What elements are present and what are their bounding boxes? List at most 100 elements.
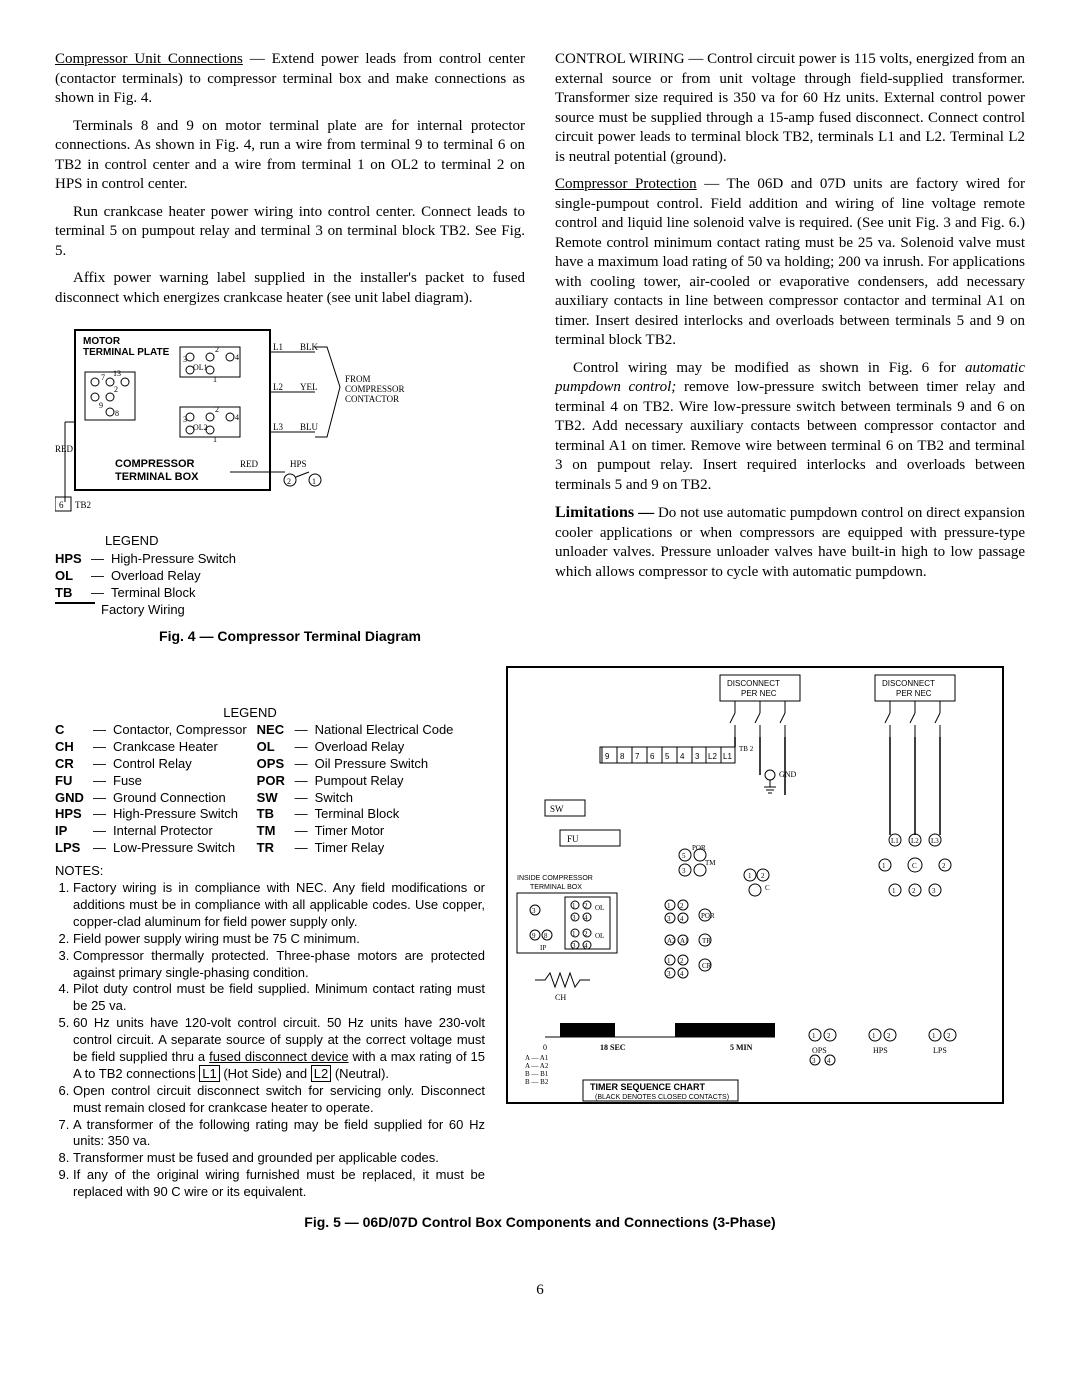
svg-text:L2: L2 [911, 837, 919, 845]
svg-text:POR: POR [701, 912, 715, 920]
svg-text:2: 2 [947, 1032, 951, 1040]
svg-text:1: 1 [932, 1032, 936, 1040]
fig4-caption: Fig. 4 — Compressor Terminal Diagram [55, 627, 525, 645]
svg-text:L2: L2 [708, 752, 717, 761]
fig4-legend: HPS—High-Pressure Switch OL—Overload Rel… [55, 551, 525, 619]
notes-title: NOTES: [55, 863, 485, 880]
dash: — [295, 806, 315, 823]
notes-list: Factory wiring is in compliance with NEC… [55, 880, 485, 1201]
legend-row: C—Contactor, Compressor [55, 722, 247, 739]
svg-text:2: 2 [942, 862, 946, 870]
para-auto-pumpdown: Control wiring may be modified as shown … [555, 359, 1025, 496]
svg-text:TR: TR [702, 937, 711, 945]
legend-row: TB—Terminal Block [257, 806, 454, 823]
fig5-caption: Fig. 5 — 06D/07D Control Box Components … [55, 1213, 1025, 1231]
svg-text:1: 1 [667, 902, 671, 910]
svg-text:5: 5 [665, 752, 670, 761]
desc: Timer Relay [315, 840, 385, 857]
lead-limitations: Limitations — [555, 504, 654, 521]
dash: — [295, 739, 315, 756]
svg-text:2: 2 [287, 477, 291, 486]
svg-text:8: 8 [620, 752, 625, 761]
para-compressor-protection: Compressor Protection — The 06D and 07D … [555, 175, 1025, 351]
svg-text:3: 3 [932, 887, 936, 895]
svg-text:2: 2 [912, 887, 916, 895]
svg-text:3: 3 [572, 914, 576, 922]
svg-text:1: 1 [812, 1032, 816, 1040]
svg-text:3: 3 [183, 355, 187, 364]
boxed-label: L1 [199, 1065, 219, 1082]
svg-text:0: 0 [543, 1043, 547, 1052]
dash: — [91, 568, 111, 585]
desc: Ground Connection [113, 790, 226, 807]
text-p2: — The 06D and 07D units are factory wire… [555, 176, 1025, 348]
svg-text:7: 7 [101, 373, 105, 382]
para-limitations: Limitations — Do not use automatic pumpd… [555, 503, 1025, 582]
desc: High-Pressure Switch [111, 551, 236, 568]
dash: — [295, 790, 315, 807]
svg-text:FU: FU [567, 834, 579, 844]
desc: Contactor, Compressor [113, 722, 247, 739]
note-item: If any of the original wiring furnished … [73, 1167, 485, 1201]
desc: Terminal Block [111, 585, 196, 602]
svg-text:2: 2 [584, 930, 588, 938]
fig4-diagram: MOTOR TERMINAL PLATE 2 OL1 4 3 1 7 1 9 2… [55, 322, 455, 522]
svg-text:3: 3 [812, 1057, 816, 1065]
desc: Low-Pressure Switch [113, 840, 235, 857]
svg-text:1: 1 [892, 887, 896, 895]
svg-text:L1: L1 [273, 342, 283, 352]
svg-text:1: 1 [572, 902, 576, 910]
svg-text:2: 2 [114, 385, 118, 394]
svg-text:4: 4 [235, 413, 239, 422]
dash: — [93, 773, 113, 790]
legend-row: POR—Pumpout Relay [257, 773, 454, 790]
bottom-right: DISCONNECT PER NEC DISCONNECT PER NEC TB… [505, 665, 1025, 1201]
svg-text:OPS: OPS [812, 1046, 827, 1055]
svg-text:OL2: OL2 [193, 423, 208, 432]
svg-text:3: 3 [532, 907, 536, 915]
text-p3b: remove low-pressure switch between timer… [555, 379, 1025, 493]
legend-row: SW—Switch [257, 790, 454, 807]
legend-row: CH—Crankcase Heater [55, 739, 247, 756]
svg-text:C: C [912, 862, 917, 870]
svg-text:1: 1 [572, 930, 576, 938]
note-item: A transformer of the following rating ma… [73, 1117, 485, 1151]
note-item: Factory wiring is in compliance with NEC… [73, 880, 485, 931]
svg-text:COMPRESSOR: COMPRESSOR [115, 458, 195, 470]
abbr: OPS [257, 756, 295, 773]
svg-text:1: 1 [748, 872, 752, 880]
svg-text:4: 4 [680, 915, 684, 923]
svg-text:3: 3 [682, 867, 686, 875]
svg-text:5: 5 [682, 852, 686, 860]
svg-text:OL1: OL1 [193, 363, 208, 372]
note-item: Field power supply wiring must be 75 C m… [73, 931, 485, 948]
abbr: POR [257, 773, 295, 790]
legend-row: CR—Control Relay [55, 756, 247, 773]
svg-text:LPS: LPS [933, 1046, 947, 1055]
abbr: TR [257, 840, 295, 857]
dash: — [295, 756, 315, 773]
svg-text:L1: L1 [723, 752, 732, 761]
svg-text:3: 3 [667, 915, 671, 923]
svg-text:CH: CH [555, 993, 566, 1002]
abbr: GND [55, 790, 93, 807]
svg-text:8: 8 [115, 409, 119, 418]
dash: — [93, 823, 113, 840]
abbr: NEC [257, 722, 295, 739]
dash: — [93, 756, 113, 773]
note-item: Transformer must be fused and grounded p… [73, 1150, 485, 1167]
svg-text:INSIDE COMPRESSOR: INSIDE COMPRESSOR [517, 875, 593, 882]
abbr: IP [55, 823, 93, 840]
abbr: TB [55, 585, 91, 602]
svg-text:4: 4 [584, 942, 588, 950]
abbr: C [55, 722, 93, 739]
svg-text:PER NEC: PER NEC [741, 689, 777, 698]
svg-text:COMPRESSOR: COMPRESSOR [345, 384, 405, 394]
svg-text:6: 6 [650, 752, 655, 761]
svg-text:TB 2: TB 2 [739, 745, 754, 753]
svg-text:2: 2 [584, 902, 588, 910]
svg-text:TERMINAL BOX: TERMINAL BOX [530, 884, 582, 891]
svg-text:MOTOR: MOTOR [83, 336, 121, 347]
desc: National Electrical Code [315, 722, 454, 739]
legend-row: IP—Internal Protector [55, 823, 247, 840]
